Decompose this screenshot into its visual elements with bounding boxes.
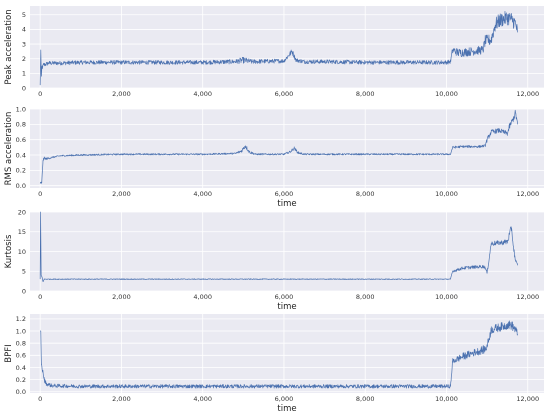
y-tick-label: 1.0 [16,105,26,113]
y-tick-label: 5 [22,268,26,276]
series-line [40,320,518,389]
y-tick-label: 4 [22,26,26,34]
y-tick-label: 0.6 [16,136,26,144]
y-tick-label: 5 [22,11,26,19]
y-tick-label: 0 [22,84,26,92]
x-tick-label: 0 [38,190,42,198]
series-line [39,10,518,86]
y-tick-label: 0 [22,287,26,295]
y-tick-label: 0.0 [16,388,26,396]
y-axis-label: Peak acceleration [4,9,14,84]
x-tick-label: 2,000 [112,293,131,301]
y-tick-label: 0.8 [16,339,26,347]
x-tick-label: 6,000 [275,293,294,301]
panel-2: 0 2,000 4,000 6,000 8,000 10,000 12,000 0.0 0.2 0… [4,105,544,209]
y-tick-label: 0.2 [16,167,26,175]
x-tick-label: 6,000 [275,190,294,198]
y-tick-label: 1 [22,70,26,78]
x-tick-label: 12,000 [516,190,539,198]
x-tick-label: 8,000 [356,293,375,301]
x-tick-label: 4,000 [193,293,212,301]
panel-3: 0 2,000 4,000 6,000 8,000 10,000 12,000 0 5 10 15 2… [4,208,544,312]
y-tick-label: 0.6 [16,352,26,360]
y-tick-label: 3 [22,40,26,48]
plot-area [30,6,544,88]
x-tick-label: 12,000 [516,293,539,301]
y-tick-label: 0.4 [16,364,26,372]
y-tick-label: 0.4 [16,151,26,159]
x-tick-label: 10,000 [435,395,458,403]
x-tick-label: 4,000 [193,395,212,403]
x-axis-label: time [277,199,296,209]
x-tick-label: 0 [38,395,42,403]
x-axis-label: time [277,302,296,312]
y-tick-label: 1.0 [16,327,26,335]
y-axis-label: BPFI [4,344,14,362]
plot-area [30,109,544,188]
x-axis-label: time [277,404,296,414]
x-tick-label: 0 [38,90,42,98]
y-tick-label: 2 [22,55,26,63]
x-tick-label: 2,000 [112,395,131,403]
x-tick-label: 8,000 [356,190,375,198]
x-tick-label: 8,000 [356,395,375,403]
x-tick-label: 10,000 [435,190,458,198]
x-tick-label: 6,000 [275,90,294,98]
y-tick-label: 0.8 [16,121,26,129]
y-tick-label: 15 [18,228,26,236]
x-tick-label: 8,000 [356,90,375,98]
y-axis-label: Kurtosis [4,234,14,268]
panel-4: 0 2,000 4,000 6,000 8,000 10,000 12,000 0.0 0.2 0… [4,314,544,414]
x-tick-label: 4,000 [193,190,212,198]
y-tick-label: 0.0 [16,182,26,190]
x-tick-label: 12,000 [516,395,539,403]
x-tick-label: 12,000 [516,90,539,98]
x-tick-label: 0 [38,293,42,301]
y-axis-label: RMS acceleration [4,112,14,186]
series-line [39,109,518,184]
x-tick-label: 6,000 [275,395,294,403]
x-tick-label: 10,000 [435,293,458,301]
y-tick-label: 10 [18,248,26,256]
y-tick-label: 20 [18,208,26,216]
x-tick-label: 2,000 [112,90,131,98]
series-line [39,211,518,282]
y-tick-label: 0.2 [16,376,26,384]
x-tick-label: 2,000 [112,190,131,198]
panel-1: 0 2,000 4,000 6,000 8,000 10,000 12,000 0 1 2 3 4 5P… [4,6,544,98]
y-tick-label: 1.2 [16,315,26,323]
x-tick-label: 4,000 [193,90,212,98]
plot-area [30,314,544,393]
x-tick-label: 10,000 [435,90,458,98]
